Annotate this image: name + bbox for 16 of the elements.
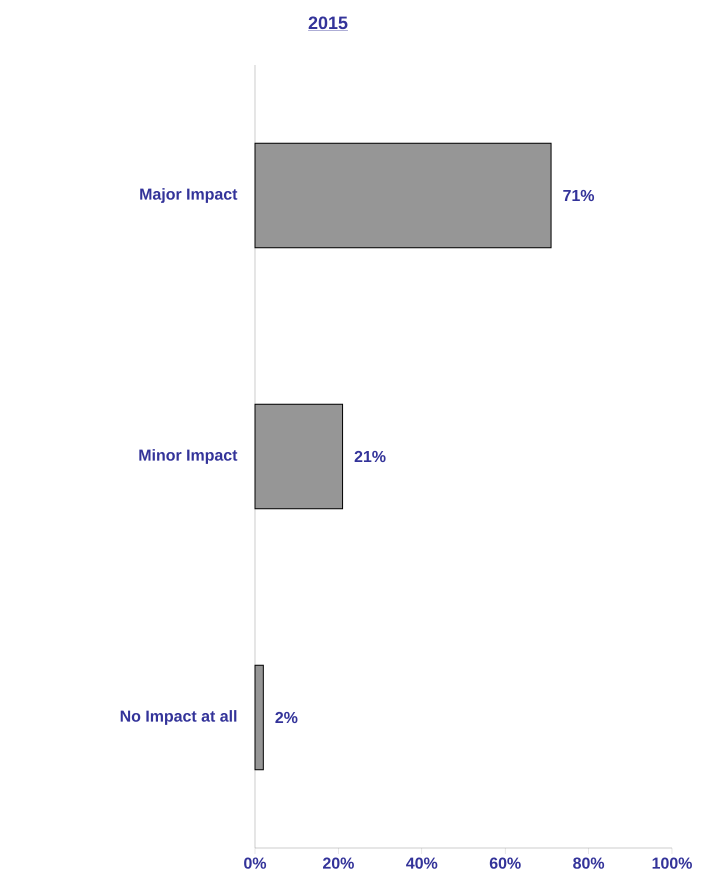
x-tick-label: 0% — [244, 858, 266, 869]
data-label: 71% — [563, 190, 594, 202]
bar — [254, 404, 344, 510]
y-tick-label: Major Impact — [140, 188, 238, 203]
y-tick-label: No Impact at all — [120, 710, 236, 725]
data-label: 2% — [275, 712, 298, 724]
x-tick-label: 20% — [322, 858, 354, 869]
data-label: 21% — [354, 450, 386, 462]
x-tick-label: 60% — [490, 858, 521, 869]
bar — [254, 664, 264, 770]
chart-title: 2015 — [308, 16, 348, 30]
bar — [254, 142, 552, 248]
x-tick-label: 80% — [573, 858, 604, 869]
x-tick-label: 40% — [406, 858, 438, 869]
x-tick-label: 100% — [652, 858, 692, 869]
y-tick-label: Minor Impact — [139, 449, 238, 464]
